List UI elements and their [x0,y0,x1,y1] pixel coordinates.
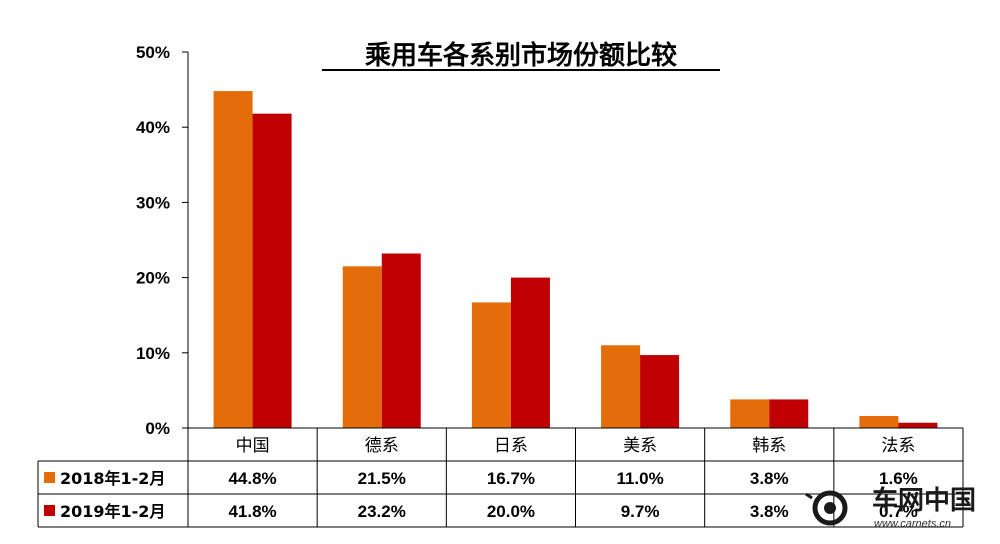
category-label: 法系 [881,436,915,456]
bar-series-2019 [640,355,680,428]
watermark-logo: 车网中国 www.carnets.cn [805,485,976,530]
watermark-text: 车网中国 [872,485,976,516]
y-tick-label: 0% [145,419,170,438]
y-tick-label: 50% [136,43,170,62]
category-label: 韩系 [752,436,786,456]
table-cell-value: 3.8% [750,469,789,488]
table-cell-value: 16.7% [487,469,535,488]
bar-series-2019 [252,113,292,428]
bar-series-2019 [769,399,809,428]
bar-series-2019 [381,253,421,428]
bar-series-2018 [342,266,382,428]
bar-series-2018 [730,399,770,428]
bars [213,91,938,428]
category-label: 德系 [365,436,399,456]
camera-lens-logo-icon [805,490,848,526]
category-label: 美系 [623,436,657,456]
bar-series-2018 [213,91,253,428]
category-label: 日系 [494,436,528,456]
y-tick-label: 10% [136,344,170,363]
bar-series-2019 [898,422,938,428]
table-cell-value: 44.8% [228,469,276,488]
table-cell-value: 21.5% [358,469,406,488]
chart-title: 乘用车各系别市场份额比较 [364,40,677,71]
table-cell-value: 3.8% [750,502,789,521]
y-axis: 0% 10% 20% 30% 40% 50% [136,43,189,438]
bar-series-2018 [859,415,899,428]
y-tick-label: 40% [136,118,170,137]
legend-swatch [44,472,55,483]
table-cell-value: 9.7% [621,502,660,521]
legend-swatch [44,505,55,516]
data-table: 中国 德系 日系 美系 韩系 法系 2018年1-2月 44.8% 21.5% 16.7% 11.0… [37,427,964,528]
watermark-url: www.carnets.cn [874,518,951,530]
table-cell-value: 1.6% [879,469,918,488]
table-cell-value: 20.0% [487,502,535,521]
table-cell-value: 41.8% [228,502,276,521]
table-cell-value: 23.2% [358,502,406,521]
y-tick-label: 20% [136,269,170,288]
category-label: 中国 [236,436,270,456]
table-cell-value: 0.7% [879,502,918,521]
table-cell-value: 11.0% [616,469,663,488]
y-tick-label: 30% [136,193,170,212]
bar-series-2019 [510,277,550,428]
bar-series-2018 [601,345,641,428]
series-label: 2019年1-2月 [60,502,165,521]
title-group: 乘用车各系别市场份额比较 [322,40,720,71]
bar-series-2018 [471,302,511,428]
series-label: 2018年1-2月 [60,469,165,488]
